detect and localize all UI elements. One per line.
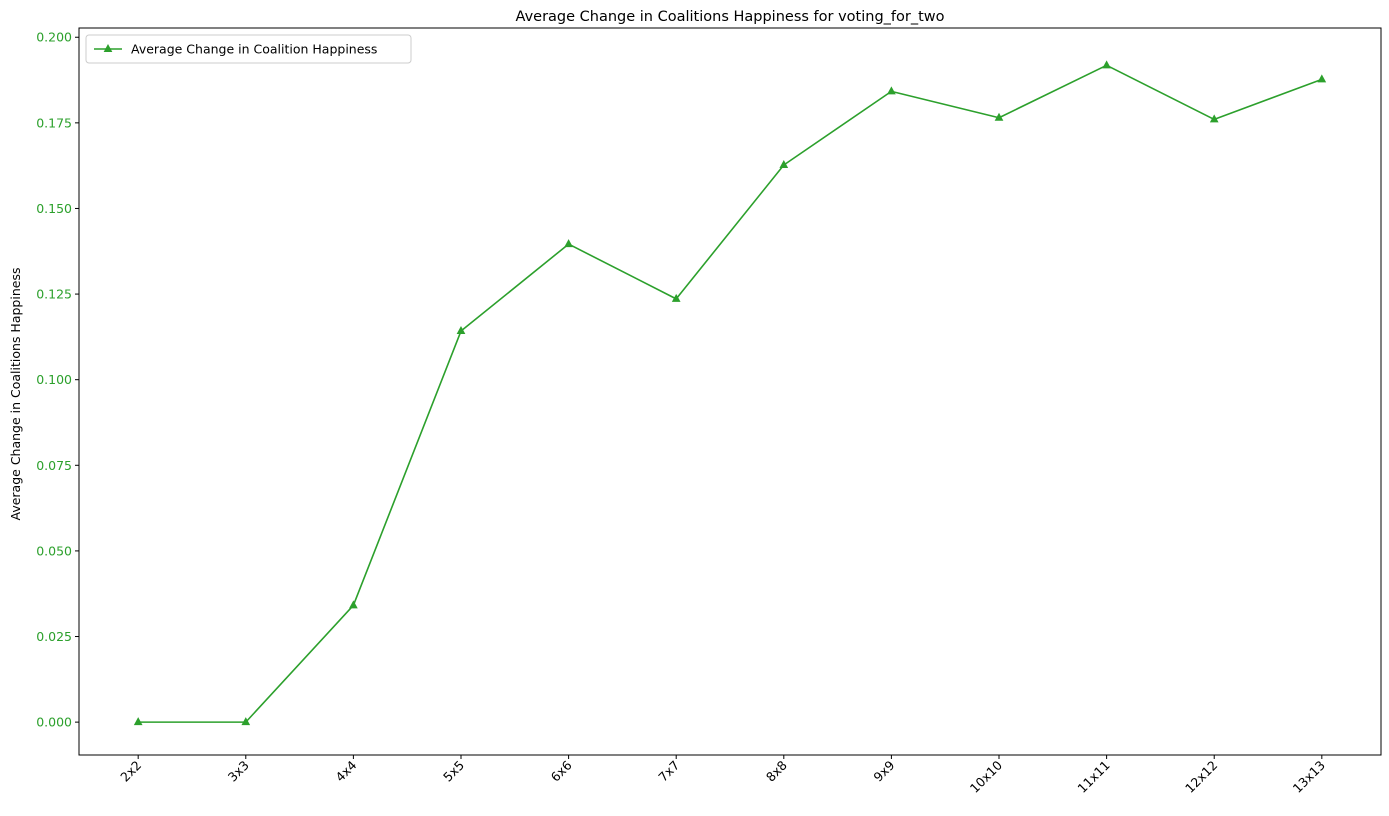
chart-title: Average Change in Coalitions Happiness f… bbox=[516, 9, 945, 25]
data-point-marker bbox=[456, 326, 466, 335]
y-tick-label: 0.200 bbox=[36, 30, 72, 45]
x-tick-label: 5x5 bbox=[440, 758, 467, 785]
x-tick-label: 13x13 bbox=[1290, 758, 1328, 796]
x-tick-label: 6x6 bbox=[548, 757, 575, 784]
data-point-marker bbox=[133, 717, 143, 726]
y-tick-label: 0.025 bbox=[36, 629, 72, 644]
y-tick-label: 0.075 bbox=[36, 458, 72, 473]
data-point-marker bbox=[349, 600, 358, 609]
y-tick-label: 0.000 bbox=[36, 715, 72, 730]
series-layer bbox=[133, 60, 1327, 726]
y-axis-ticks: 0.000 0.025 0.050 0.075 0.100 0.125 0.150 0.175… bbox=[36, 30, 79, 730]
x-axis-ticks: 2x2 3x3 4x4 5x5 6x6 7x7 8x8 9x9 10x10 11x11 12x12 1… bbox=[117, 755, 1328, 796]
data-point-marker bbox=[994, 112, 1004, 121]
y-tick-label: 0.150 bbox=[36, 201, 72, 216]
data-point-marker bbox=[1209, 114, 1219, 123]
data-point-marker bbox=[1102, 60, 1111, 69]
data-point-marker bbox=[564, 239, 573, 248]
y-axis-label: Average Change in Coalitions Happiness bbox=[8, 268, 23, 521]
data-point-marker bbox=[1317, 74, 1327, 83]
data-point-marker bbox=[671, 293, 681, 302]
x-tick-label: 2x2 bbox=[117, 758, 144, 785]
legend: Average Change in Coalition Happiness bbox=[85, 34, 412, 64]
plot-frame bbox=[78, 27, 1382, 756]
x-tick-label: 9x9 bbox=[870, 757, 897, 784]
x-tick-label: 12x12 bbox=[1182, 758, 1220, 796]
x-tick-label: 3x3 bbox=[225, 758, 252, 785]
x-tick-label: 4x4 bbox=[332, 757, 359, 784]
y-tick-label: 0.175 bbox=[36, 115, 72, 130]
data-point-marker bbox=[887, 86, 896, 95]
y-tick-label: 0.050 bbox=[36, 543, 72, 558]
data-point-marker bbox=[779, 159, 789, 168]
legend-box bbox=[85, 34, 412, 64]
x-tick-label: 11x11 bbox=[1074, 758, 1112, 796]
legend-label: Average Change in Coalition Happiness bbox=[131, 42, 377, 57]
legend-marker-swatch bbox=[103, 44, 113, 52]
x-tick-label: 8x8 bbox=[763, 757, 790, 784]
x-tick-label: 7x7 bbox=[655, 758, 682, 785]
data-point-marker bbox=[241, 717, 251, 726]
y-tick-label: 0.125 bbox=[36, 287, 72, 302]
x-tick-label: 10x10 bbox=[967, 757, 1005, 795]
series-line bbox=[138, 64, 1323, 723]
y-tick-label: 0.100 bbox=[36, 372, 72, 387]
